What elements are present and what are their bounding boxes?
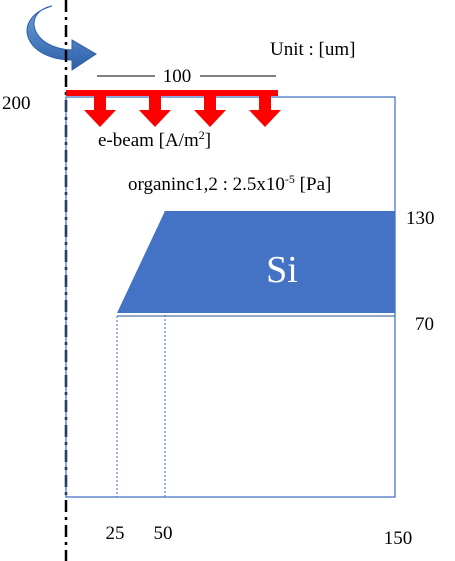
ebeam-arrows: [84, 96, 281, 127]
x-label: 25: [106, 523, 125, 544]
unit-label: Unit : [um]: [270, 39, 356, 60]
ebeam-label: e-beam [A/m2]: [98, 128, 211, 151]
si-top-label: 130: [406, 208, 435, 229]
rotation-arrow: [26, 5, 97, 71]
si-block: [117, 211, 395, 313]
material-label: Si: [266, 249, 298, 291]
pressure-label: organinc1,2 : 2.5x10-5 [Pa]: [128, 172, 331, 195]
width-label: 100: [163, 66, 192, 87]
x-label: 50: [154, 523, 173, 544]
height-label: 200: [2, 93, 31, 114]
x-label: 150: [384, 528, 413, 549]
si-bottom-label: 70: [415, 314, 434, 335]
